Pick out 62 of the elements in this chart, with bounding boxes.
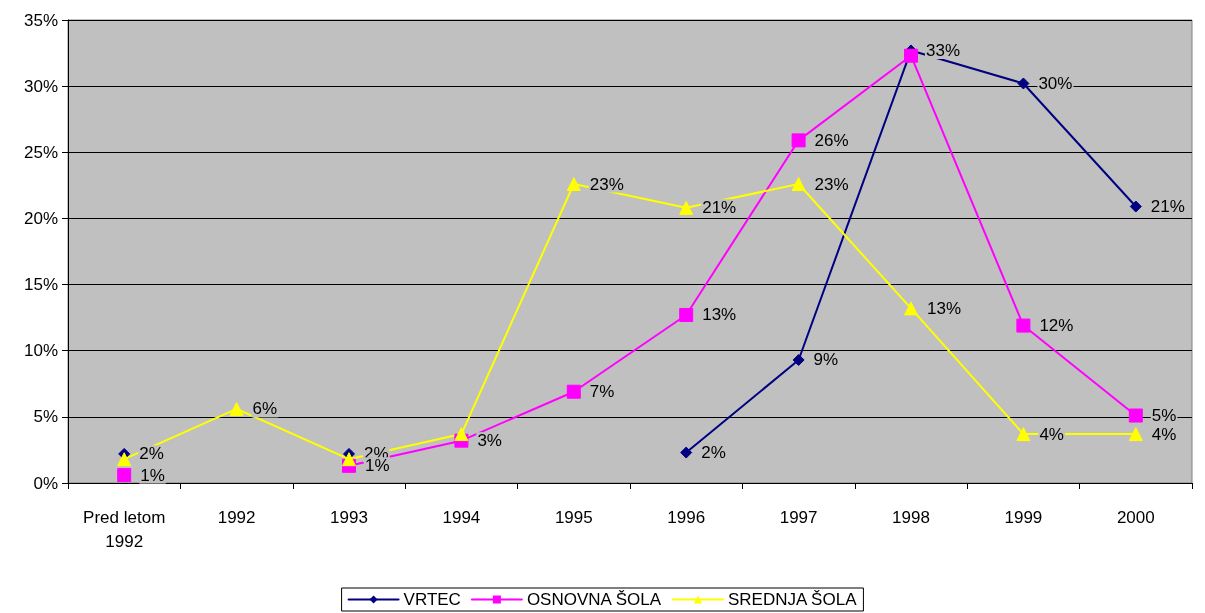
point <box>229 401 244 416</box>
point <box>566 384 581 399</box>
point <box>117 468 132 483</box>
point <box>1016 427 1031 442</box>
point <box>454 427 469 442</box>
x-tick-label: 1994 <box>442 507 481 527</box>
point <box>566 177 581 192</box>
data-label: 2% <box>701 443 726 463</box>
data-label: 13% <box>927 298 962 318</box>
data-label: 9% <box>813 350 839 370</box>
x-tick-label: 1996 <box>667 507 706 527</box>
x-tick-label: 2000 <box>1116 507 1155 527</box>
data-label: 4% <box>1151 424 1177 444</box>
data-label: 21% <box>1150 197 1185 217</box>
point <box>342 452 356 467</box>
point <box>792 353 805 366</box>
y-tick-label: 35% <box>23 10 58 30</box>
point <box>1017 77 1030 90</box>
data-label: 5% <box>1151 406 1177 426</box>
data-label: 23% <box>814 174 849 194</box>
legend-label: VRTEC <box>403 590 461 609</box>
y-tick-label: 25% <box>23 142 58 162</box>
x-tick-label: 1998 <box>892 507 930 527</box>
y-tick-label: 10% <box>23 341 58 361</box>
y-tick-label: 30% <box>23 76 58 96</box>
data-label: 12% <box>1039 316 1074 336</box>
point <box>791 133 806 148</box>
y-tick-label: 15% <box>23 275 58 295</box>
data-label: 6% <box>252 399 278 419</box>
point <box>1128 408 1143 423</box>
point <box>1129 200 1142 213</box>
y-tick-label: 0% <box>33 473 58 493</box>
point <box>1016 318 1031 333</box>
data-label: 26% <box>814 130 849 150</box>
y-tick-label: 20% <box>23 208 58 228</box>
data-label: 1% <box>140 465 165 485</box>
x-tick-label: 1993 <box>330 507 368 527</box>
point <box>904 301 918 316</box>
point <box>680 446 693 459</box>
data-label: 3% <box>477 431 502 451</box>
data-label: 7% <box>589 382 615 402</box>
data-label: 23% <box>589 174 624 194</box>
x-tick-label: Pred letom 1992 <box>83 507 166 551</box>
point <box>117 452 132 467</box>
data-label: 33% <box>926 40 961 60</box>
x-tick-label: 1997 <box>779 507 818 527</box>
x-tick-label: 1992 <box>217 507 256 527</box>
point <box>1128 427 1143 442</box>
legend-label: SREDNJA ŠOLA <box>727 590 858 609</box>
point <box>679 200 694 215</box>
point <box>679 308 694 322</box>
data-label: 30% <box>1038 74 1073 93</box>
x-tick-label: 1999 <box>1004 507 1043 527</box>
data-label: 13% <box>702 305 737 325</box>
data-label: 4% <box>1039 424 1064 444</box>
data-label: 21% <box>702 198 737 218</box>
point <box>791 177 806 192</box>
data-label: 2% <box>139 444 164 464</box>
y-tick-label: 5% <box>33 407 58 427</box>
x-tick-label: 1995 <box>554 507 593 527</box>
point <box>904 48 918 63</box>
legend-label: OSNOVNA ŠOLA <box>526 590 662 609</box>
